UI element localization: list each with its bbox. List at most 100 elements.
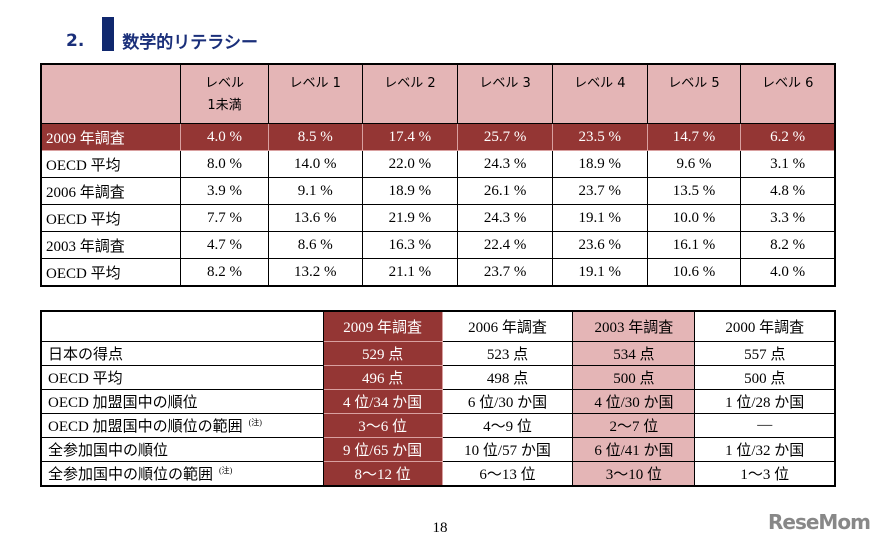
- table-cell: 10.6 %: [646, 258, 742, 287]
- table-cell: 22.0 %: [361, 150, 459, 178]
- cell-text: 10 位/57 か国: [464, 443, 551, 459]
- cell-text: 2～7 位: [609, 419, 659, 435]
- table-row: OECD 平均 7.7 % 13.6 % 21.9 % 24.3 % 19.1 % 10.0…: [40, 204, 836, 232]
- cell-text: 6～13 位: [479, 467, 536, 483]
- table-cell: 1 位/28 か国: [694, 389, 836, 414]
- table-cell: 10.0 %: [646, 204, 742, 232]
- table-cell: 13.2 %: [267, 258, 363, 287]
- cell-text: 529 点: [361, 347, 404, 363]
- column-header: レベル 4: [551, 63, 648, 124]
- cell-text: 全参加国中の順位: [48, 443, 169, 459]
- cell-text: OECD 加盟国中の順位: [48, 395, 198, 411]
- table-cell: 6.2 %: [740, 123, 836, 151]
- table-cell: 9 位/65 か国: [322, 437, 443, 462]
- table-row: 全参加国中の順位 9 位/65 か国 10 位/57 か国 6 位/41 か国 1 位/…: [40, 437, 836, 462]
- table-cell: 23.5 %: [551, 123, 648, 151]
- table-cell: 13.5 %: [646, 177, 742, 205]
- table-cell: 3～10 位: [572, 461, 696, 487]
- table-row: 2006 年調査 3.9 % 9.1 % 18.9 % 26.1 % 23.7 % 13.5…: [40, 177, 836, 205]
- column-header: [40, 310, 324, 342]
- table-cell: 18.9 %: [551, 150, 648, 178]
- column-header: 2003 年調査: [572, 310, 696, 342]
- table-cell: 14.0 %: [267, 150, 363, 178]
- score-ranking-table: 2009 年調査 2006 年調査 2003 年調査 2000 年調査 日本の得点 529…: [40, 310, 836, 487]
- table-cell: 10 位/57 か国: [441, 437, 574, 462]
- row-label: OECD 平均: [40, 204, 182, 232]
- column-header: 2000 年調査: [694, 310, 836, 342]
- footnote-marker: (注): [248, 418, 262, 427]
- table-cell: 523 点: [441, 341, 574, 366]
- table-cell: 4 位/30 か国: [572, 389, 696, 414]
- table-cell: 4.0 %: [740, 258, 836, 287]
- table-cell: 17.4 %: [361, 123, 459, 151]
- table-cell: 8.5 %: [267, 123, 363, 151]
- table-row: OECD 平均 8.0 % 14.0 % 22.0 % 24.3 % 18.9 % 9.6 …: [40, 150, 836, 178]
- cell-text: 523 点: [486, 347, 529, 363]
- table-cell: 500 点: [572, 365, 696, 390]
- table-cell: 557 点: [694, 341, 836, 366]
- column-header: レベル 2: [361, 63, 459, 124]
- table-cell: 24.3 %: [457, 150, 553, 178]
- table-row: 日本の得点 529 点 523 点 534 点 557 点: [40, 341, 836, 366]
- page-number: 18: [432, 520, 448, 536]
- heading-bar: [102, 16, 115, 51]
- table-cell: 8.0 %: [180, 150, 269, 178]
- table-cell: 534 点: [572, 341, 696, 366]
- cell-text: 500 点: [744, 371, 786, 387]
- table-cell: 23.7 %: [551, 177, 648, 205]
- footnote-marker: (注): [219, 466, 233, 475]
- table-cell: 21.9 %: [361, 204, 459, 232]
- cell-text: 498 点: [486, 371, 529, 387]
- header-row: レベル 1未満 レベル 1 レベル 2 レベル 3 レベル 4 レベル 5 レベル 6: [40, 63, 836, 124]
- table-row: OECD 平均 496 点 498 点 500 点 500 点: [40, 365, 836, 390]
- table-cell: 18.9 %: [361, 177, 459, 205]
- table-cell: 500 点: [694, 365, 836, 390]
- cell-text: 4 位/34 か国: [343, 395, 423, 411]
- row-label: 2006 年調査: [40, 177, 182, 205]
- table-cell: 6 位/41 か国: [572, 437, 696, 462]
- row-label: 日本の得点: [40, 341, 324, 366]
- cell-text: 8～12 位: [354, 467, 411, 483]
- cell-text: 496 点: [361, 371, 404, 387]
- section-number: 2.: [66, 30, 85, 51]
- table-cell: 19.1 %: [551, 258, 648, 287]
- row-label: OECD 平均: [40, 258, 182, 287]
- table-cell: 8～12 位: [322, 461, 443, 487]
- header-line: レベル: [205, 76, 245, 91]
- table-cell: 24.3 %: [457, 204, 553, 232]
- table-cell: 22.4 %: [457, 231, 553, 259]
- cell-text: 4～9 位: [483, 419, 532, 435]
- row-label: OECD 平均: [40, 365, 324, 390]
- table-cell: 6～13 位: [441, 461, 574, 487]
- table-cell: 4 位/34 か国: [322, 389, 443, 414]
- cell-text: 1～3 位: [740, 467, 790, 483]
- column-header: レベル 3: [457, 63, 553, 124]
- table-cell: 1～3 位: [694, 461, 836, 487]
- column-header: レベル 5: [646, 63, 742, 124]
- column-header: 2009 年調査: [322, 310, 443, 342]
- row-label: 2003 年調査: [40, 231, 182, 259]
- cell-text: 534 点: [613, 347, 655, 363]
- table-cell: 26.1 %: [457, 177, 553, 205]
- row-label: 全参加国中の順位の範囲 (注): [40, 461, 324, 487]
- table-cell: 3.3 %: [740, 204, 836, 232]
- table-row: OECD 加盟国中の順位の範囲 (注) 3～6 位 4～9 位 2～7 位 —: [40, 413, 836, 438]
- resemom-logo: ReseMom: [768, 510, 871, 534]
- table-cell: 3.1 %: [740, 150, 836, 178]
- cell-text: 1 位/28 か国: [725, 395, 805, 411]
- table-cell: 16.1 %: [646, 231, 742, 259]
- cell-text: 4 位/30 か国: [594, 395, 674, 411]
- table-cell: 9.6 %: [646, 150, 742, 178]
- table-cell: 498 点: [441, 365, 574, 390]
- cell-text: 500 点: [613, 371, 655, 387]
- table-cell: 4～9 位: [441, 413, 574, 438]
- cell-text: OECD 加盟国中の順位の範囲: [48, 419, 243, 435]
- table-cell: 16.3 %: [361, 231, 459, 259]
- row-label: OECD 加盟国中の順位の範囲 (注): [40, 413, 324, 438]
- section-heading: 2. 数学的リテラシー: [66, 16, 258, 53]
- cell-text: OECD 平均: [48, 371, 123, 387]
- column-header: レベル 6: [740, 63, 836, 124]
- row-label: OECD 平均: [40, 150, 182, 178]
- section-title: 数学的リテラシー: [122, 33, 258, 53]
- table-row: OECD 加盟国中の順位 4 位/34 か国 6 位/30 か国 4 位/30 か国 1…: [40, 389, 836, 414]
